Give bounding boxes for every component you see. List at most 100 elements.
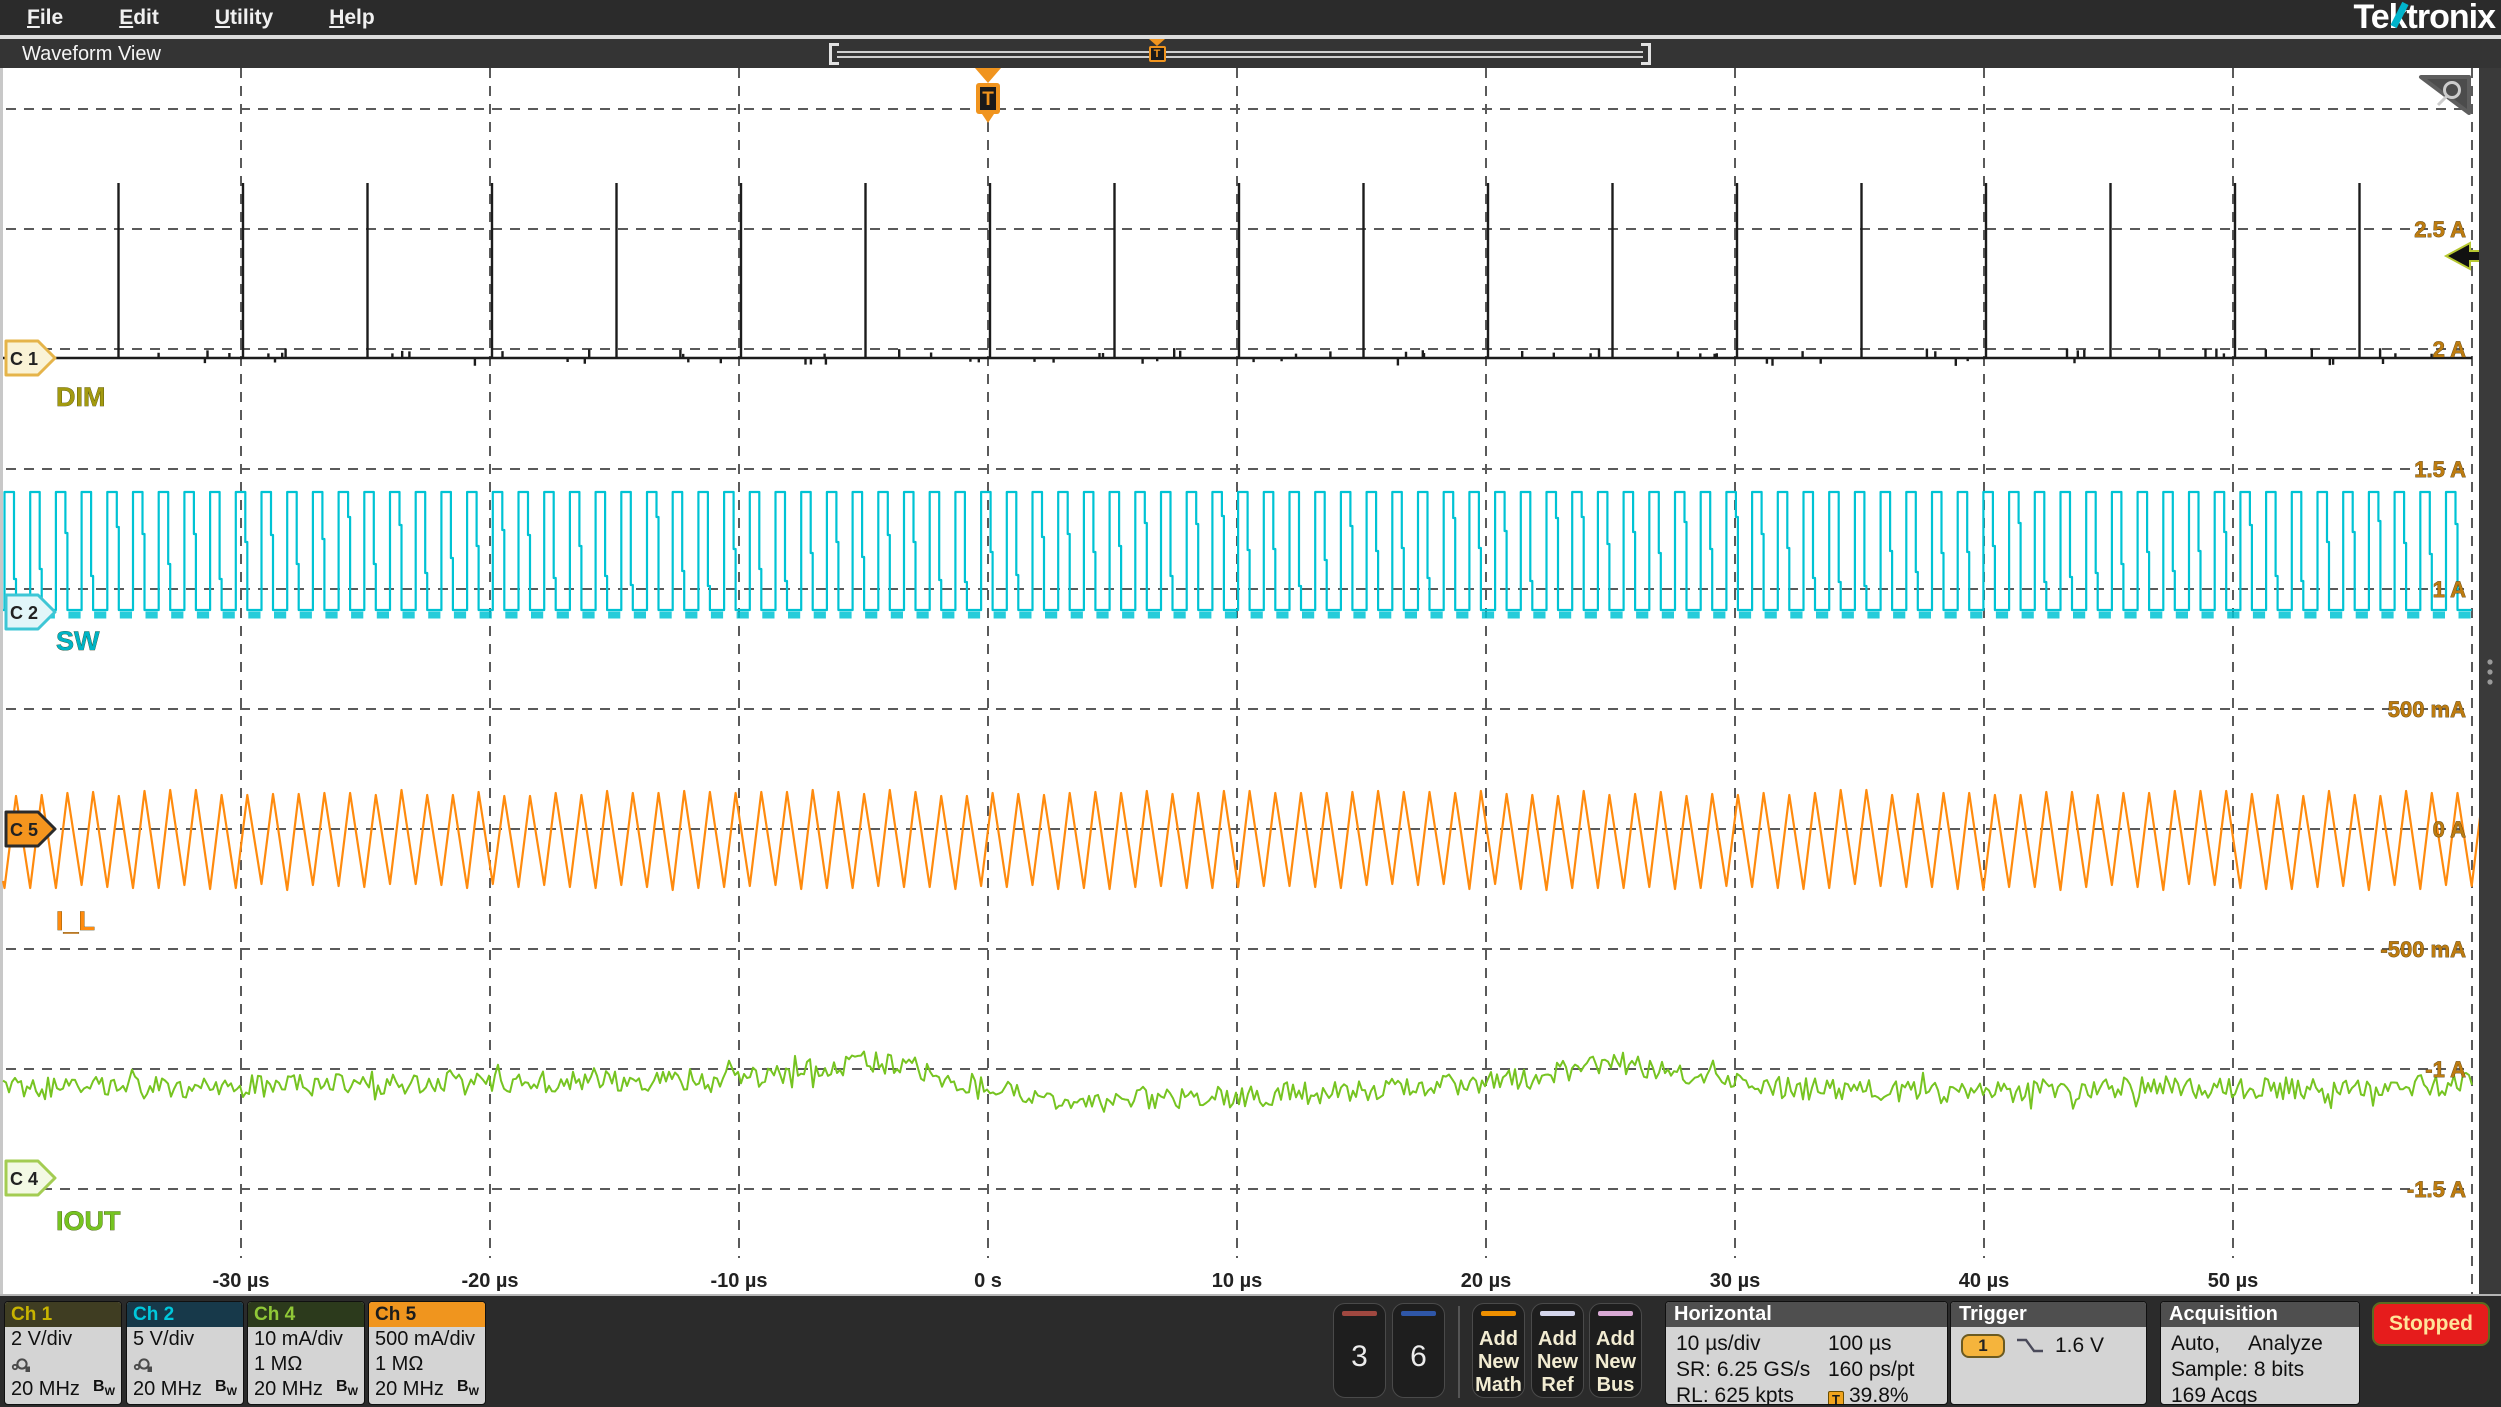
button-label: 6 xyxy=(1393,1340,1444,1374)
record-length: RL: 625 kpts xyxy=(1676,1383,1828,1405)
bw-limit-badge: BW xyxy=(336,1374,358,1405)
time-axis-label: 50 µs xyxy=(2208,1270,2258,1292)
drag-handle-dot xyxy=(2487,679,2492,684)
channel-scale: 10 mA/div xyxy=(248,1327,364,1352)
trigger-level-value: 1.6 V xyxy=(2055,1333,2104,1359)
amp-scale-label: 0 A xyxy=(2433,817,2467,842)
channel-header: Ch 2 xyxy=(127,1302,243,1327)
bandwidth-value: 20 MHz xyxy=(254,1377,323,1402)
resolution: 160 ps/pt xyxy=(1828,1357,1937,1383)
menu-help[interactable]: Help xyxy=(329,6,375,30)
run-stop-status-button[interactable]: Stopped xyxy=(2372,1302,2490,1346)
channel-scale: 5 V/div xyxy=(127,1327,243,1352)
bandwidth-row: 20 MHz BW xyxy=(248,1377,364,1402)
bandwidth-row: 20 MHz BW xyxy=(127,1377,243,1402)
amp-scale-label: 1 A xyxy=(2433,577,2467,602)
amp-scale-label: 2 A xyxy=(2433,337,2467,362)
add-new-bus-button[interactable]: AddNewBus xyxy=(1589,1303,1642,1398)
add-new-ref-button[interactable]: AddNewRef xyxy=(1531,1303,1584,1398)
time-axis-label: 0 s xyxy=(974,1270,1002,1292)
tektronix-logo: Tektronix xyxy=(2353,0,2495,37)
horizontal-panel[interactable]: Horizontal 10 µs/div 100 µs SR: 6.25 GS/… xyxy=(1665,1301,1948,1405)
channel-scale: 500 mA/div xyxy=(369,1327,485,1352)
view-title: Waveform View xyxy=(22,43,161,66)
channel-panel-ch1[interactable]: Ch 1 2 V/div 20 MHz BW xyxy=(4,1301,122,1405)
time-axis-label: 20 µs xyxy=(1461,1270,1511,1292)
channel-header: Ch 4 xyxy=(248,1302,364,1327)
bandwidth-value: 20 MHz xyxy=(133,1377,202,1402)
acquisition-count: 169 Acqs xyxy=(2171,1383,2349,1405)
button-color-bar xyxy=(1342,1311,1377,1316)
bandwidth-value: 20 MHz xyxy=(11,1377,80,1402)
channel-badge-label: C 5 xyxy=(10,820,38,840)
bandwidth-row: 20 MHz BW xyxy=(369,1377,485,1402)
channel-badge-label: C 2 xyxy=(10,603,38,623)
menu-utility[interactable]: Utility xyxy=(215,6,273,30)
bandwidth-value: 20 MHz xyxy=(375,1377,444,1402)
trigger-position-icon: T xyxy=(1828,1391,1844,1405)
menu-edit[interactable]: Edit xyxy=(119,6,159,30)
time-axis-label: -10 µs xyxy=(710,1270,767,1292)
button-color-bar xyxy=(1540,1311,1575,1316)
button-color-bar xyxy=(1598,1311,1633,1316)
trigger-title: Trigger xyxy=(1951,1302,2146,1327)
horizontal-title: Horizontal xyxy=(1666,1302,1947,1327)
bandwidth-row: 20 MHz BW xyxy=(5,1377,121,1402)
channel-scale: 2 V/div xyxy=(5,1327,121,1352)
acquisition-panel[interactable]: Acquisition Auto, Analyze Sample: 8 bits… xyxy=(2160,1301,2360,1405)
scope-button-3[interactable]: 3 xyxy=(1333,1303,1386,1398)
channel-name-dim: DIM xyxy=(56,382,106,412)
drag-handle-dot xyxy=(2487,659,2492,664)
channel-header: Ch 5 xyxy=(369,1302,485,1327)
bw-limit-badge: BW xyxy=(457,1374,479,1405)
probe-icon xyxy=(11,1357,33,1374)
record-overview-minimap[interactable]: T xyxy=(829,41,1651,67)
horizontal-scale: 10 µs/div xyxy=(1676,1331,1828,1357)
trigger-source-badge: 1 xyxy=(1961,1334,2005,1358)
time-axis-label: 10 µs xyxy=(1212,1270,1262,1292)
menu-bar: File Edit Utility Help Tektronix xyxy=(0,0,2501,35)
button-color-bar xyxy=(1481,1311,1516,1316)
toolbar-separator xyxy=(1458,1306,1460,1398)
minimap-line xyxy=(837,51,1643,53)
minimap-right-bracket[interactable] xyxy=(1641,43,1651,65)
channel-name-i_l: I_L xyxy=(56,906,95,936)
waveform-graticule: 2.5 A2 A1.5 A1 A500 mA0 A-500 mA-1 A-1.5… xyxy=(0,0,2501,1407)
channel-panel-ch4[interactable]: Ch 4 10 mA/div 1 MΩ 20 MHz BW xyxy=(247,1301,365,1405)
trigger-position: T39.8% xyxy=(1828,1383,1937,1405)
amp-scale-label: 500 mA xyxy=(2388,697,2466,722)
minimap-line xyxy=(837,56,1643,58)
channel-panel-ch2[interactable]: Ch 2 5 V/div 20 MHz BW xyxy=(126,1301,244,1405)
amp-scale-label: -500 mA xyxy=(2380,937,2466,962)
trigger-t-icon: T xyxy=(982,89,994,110)
graticule-background xyxy=(3,68,2479,1294)
bottom-control-bar: Ch 1 2 V/div 20 MHz BW Ch 2 5 V/div xyxy=(0,1294,2501,1407)
time-axis-label: 40 µs xyxy=(1959,1270,2009,1292)
minimap-left-bracket[interactable] xyxy=(829,43,839,65)
channel-panel-ch5[interactable]: Ch 5 500 mA/div 1 MΩ 20 MHz BW xyxy=(368,1301,486,1405)
button-color-bar xyxy=(1401,1311,1436,1316)
amp-scale-label: 2.5 A xyxy=(2414,217,2466,242)
trigger-t-icon: T xyxy=(1149,46,1166,62)
oscilloscope-app: File Edit Utility Help Tektronix Wavefor… xyxy=(0,0,2501,1407)
record-duration: 100 µs xyxy=(1828,1331,1937,1357)
channel-badge-label: C 4 xyxy=(10,1169,38,1189)
trigger-panel[interactable]: Trigger 1 1.6 V xyxy=(1950,1301,2147,1405)
amp-scale-label: -1.5 A xyxy=(2407,1177,2466,1202)
add-new-math-button[interactable]: AddNewMath xyxy=(1472,1303,1525,1398)
bw-limit-badge: BW xyxy=(93,1374,115,1405)
button-label: 3 xyxy=(1334,1340,1385,1374)
time-axis-label: -20 µs xyxy=(461,1270,518,1292)
drag-handle-dot xyxy=(2487,669,2492,674)
sample-rate: SR: 6.25 GS/s xyxy=(1676,1357,1828,1383)
minimap-trigger-marker[interactable]: T xyxy=(1148,39,1166,62)
falling-edge-icon xyxy=(2015,1335,2045,1357)
trigger-triangle-icon xyxy=(1149,39,1165,46)
amp-scale-label: -1 A xyxy=(2425,1057,2466,1082)
menu-file[interactable]: File xyxy=(27,6,63,30)
acquisition-sample: Sample: 8 bits xyxy=(2171,1357,2349,1383)
scope-button-6[interactable]: 6 xyxy=(1392,1303,1445,1398)
channel-header: Ch 1 xyxy=(5,1302,121,1327)
acquisition-mode: Auto, xyxy=(2171,1331,2220,1357)
time-axis-label: -30 µs xyxy=(212,1270,269,1292)
